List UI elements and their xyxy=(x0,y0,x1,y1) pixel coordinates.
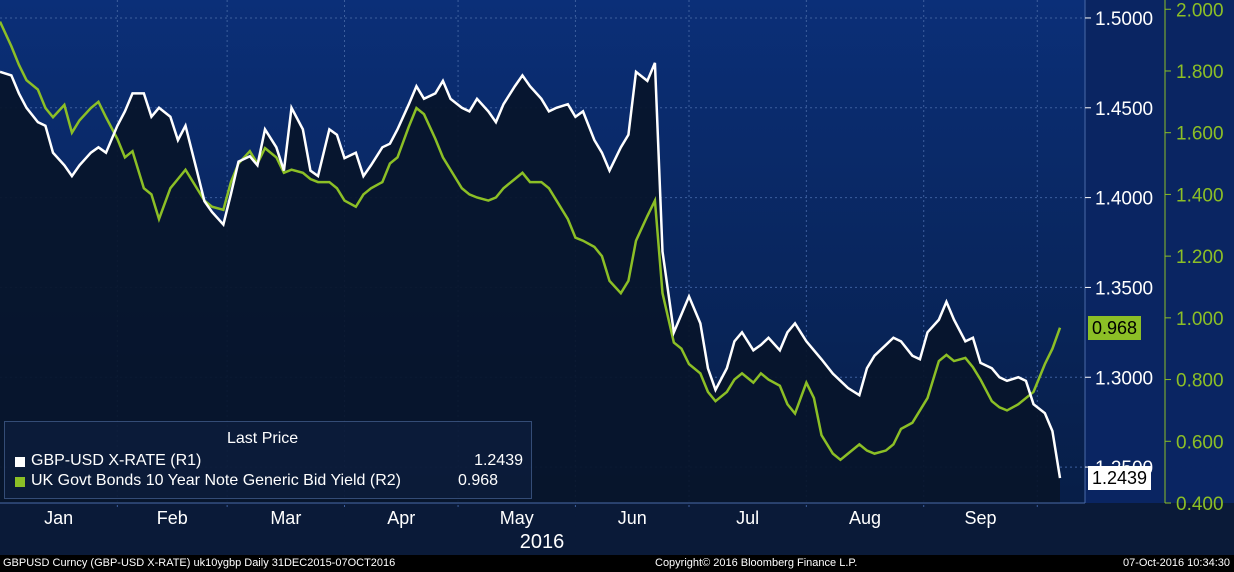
yield-line xyxy=(0,21,1062,462)
r2-tick-label: 2.000 xyxy=(1176,0,1224,21)
r1-tick-label: 1.4500 xyxy=(1095,99,1153,120)
x-tick-label: Aug xyxy=(849,508,881,528)
legend-value-fx: 1.2439 xyxy=(474,452,523,469)
xaxis-background xyxy=(0,503,1234,555)
r2-tick-label: 1.800 xyxy=(1176,62,1224,83)
x-tick-label: Jun xyxy=(618,508,647,528)
r1-tick-label: 1.5000 xyxy=(1095,9,1153,30)
r2-tick-label: 1.200 xyxy=(1176,247,1224,268)
r1-tick-label: 1.3000 xyxy=(1095,368,1153,389)
fx-area-fill xyxy=(0,62,1060,503)
x-tick-label: Jan xyxy=(44,508,73,528)
legend-header: Last Price xyxy=(227,430,299,447)
fx-line xyxy=(0,62,1062,479)
r2-tick-label: 1.600 xyxy=(1176,124,1224,145)
x-tick-label: Feb xyxy=(157,508,188,528)
legend-swatch-fx xyxy=(15,457,25,467)
x-year-label: 2016 xyxy=(520,531,565,553)
legend-label-fx: GBP-USD X-RATE (R1) xyxy=(31,452,202,469)
fx-last-price-tag: 1.2439 xyxy=(1088,466,1152,491)
r1-tick-label: 1.4000 xyxy=(1095,189,1153,210)
x-axis: Jan Feb Mar Apr May Jun Jul Aug Sep xyxy=(44,508,996,528)
legend-label-yield: UK Govt Bonds 10 Year Note Generic Bid Y… xyxy=(31,472,401,489)
legend-swatch-yield xyxy=(15,477,25,487)
r2-tick-label: 1.400 xyxy=(1176,185,1224,206)
r2-tick-label: 0.600 xyxy=(1176,432,1224,453)
footer-timestamp: 07-Oct-2016 10:34:30 xyxy=(1122,557,1230,569)
r2-axis: 2.000 1.800 1.600 1.400 1.200 1.000 0.800 0.600… xyxy=(1164,0,1224,515)
footer-copyright: Copyright© 2016 Bloomberg Finance L.P. xyxy=(655,557,858,569)
x-tick-label: May xyxy=(500,508,534,528)
r1-tick-label: 1.3500 xyxy=(1095,278,1153,299)
footer-bar: GBPUSD Curncy (GBP-USD X-RATE) uk10ygbp … xyxy=(0,555,1234,572)
x-tick-label: Apr xyxy=(387,508,415,528)
legend-row-fx: GBP-USD X-RATE (R1) 1.2439 xyxy=(15,452,523,472)
yield-last-price-tag: 0.968 xyxy=(1088,315,1142,340)
r2-tick-label: 0.800 xyxy=(1176,371,1224,392)
x-tick-label: Mar xyxy=(270,508,301,528)
x-tick-label: Sep xyxy=(964,508,996,528)
axis-background xyxy=(1085,0,1234,503)
footer-ticker-info: GBPUSD Curncy (GBP-USD X-RATE) uk10ygbp … xyxy=(3,557,396,569)
x-tick-label: Jul xyxy=(736,508,759,528)
legend-value-yield: 0.968 xyxy=(458,472,499,489)
r2-tick-label: 1.000 xyxy=(1176,309,1224,330)
r2-tick-label: 0.400 xyxy=(1176,494,1224,515)
legend-row-yield: UK Govt Bonds 10 Year Note Generic Bid Y… xyxy=(15,472,523,492)
legend: Last Price GBP-USD X-RATE (R1) 1.2439 UK… xyxy=(4,421,532,499)
